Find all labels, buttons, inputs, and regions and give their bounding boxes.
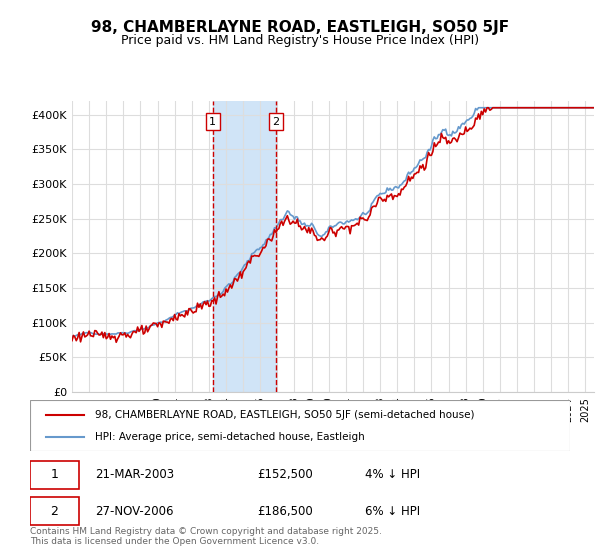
Text: 98, CHAMBERLAYNE ROAD, EASTLEIGH, SO50 5JF (semi-detached house): 98, CHAMBERLAYNE ROAD, EASTLEIGH, SO50 5… — [95, 409, 475, 419]
Text: 2: 2 — [272, 116, 279, 127]
Text: 1: 1 — [209, 116, 216, 127]
Text: 98, CHAMBERLAYNE ROAD, EASTLEIGH, SO50 5JF: 98, CHAMBERLAYNE ROAD, EASTLEIGH, SO50 5… — [91, 20, 509, 35]
Text: Price paid vs. HM Land Registry's House Price Index (HPI): Price paid vs. HM Land Registry's House … — [121, 34, 479, 46]
Text: 27-NOV-2006: 27-NOV-2006 — [95, 505, 173, 517]
Text: £152,500: £152,500 — [257, 468, 313, 482]
Text: HPI: Average price, semi-detached house, Eastleigh: HPI: Average price, semi-detached house,… — [95, 432, 365, 442]
Text: 21-MAR-2003: 21-MAR-2003 — [95, 468, 174, 482]
FancyBboxPatch shape — [30, 497, 79, 525]
Bar — [212, 101, 275, 392]
FancyBboxPatch shape — [30, 461, 79, 489]
Text: Contains HM Land Registry data © Crown copyright and database right 2025.
This d: Contains HM Land Registry data © Crown c… — [30, 526, 382, 546]
Text: 6% ↓ HPI: 6% ↓ HPI — [365, 505, 420, 517]
Text: 1: 1 — [50, 468, 58, 482]
FancyBboxPatch shape — [30, 400, 570, 451]
Text: 4% ↓ HPI: 4% ↓ HPI — [365, 468, 420, 482]
Text: 2: 2 — [50, 505, 58, 517]
Text: £186,500: £186,500 — [257, 505, 313, 517]
